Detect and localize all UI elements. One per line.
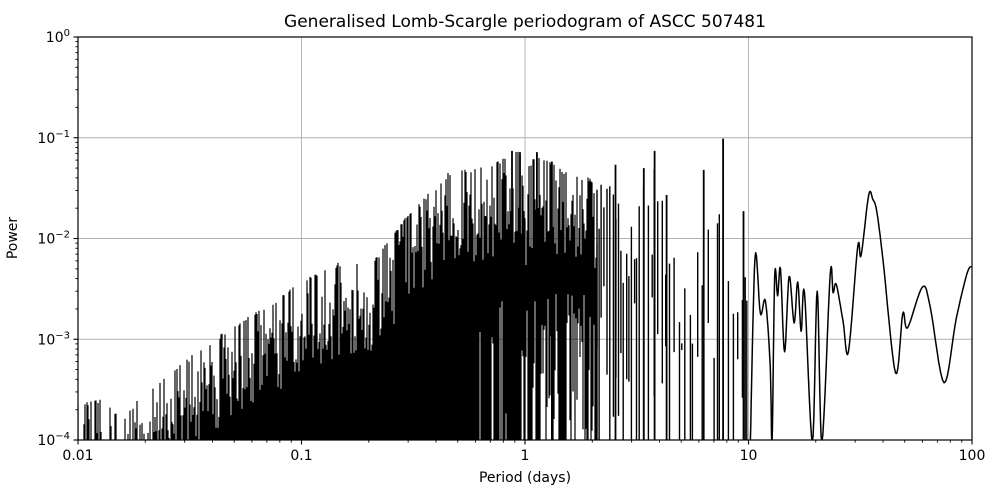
x-axis-label: Period (days) — [479, 470, 571, 486]
periodogram-series-group — [78, 138, 972, 440]
x-tick-label: 0.01 — [62, 448, 93, 464]
axis-tick-labels: 0.01 0.1 1 10 100 100 10−1 10−2 10−3 10−4 — [37, 28, 985, 464]
periodogram-major-peaks — [511, 138, 745, 440]
plot-title: Generalised Lomb-Scargle periodogram of … — [284, 12, 766, 32]
y-axis-label: Power — [5, 217, 21, 260]
y-tick-label: 100 — [46, 28, 70, 46]
y-tick-label: 10−2 — [37, 230, 70, 248]
periodogram-resolved-series — [596, 169, 748, 440]
axis-ticks — [73, 36, 973, 445]
y-tick-label: 10−1 — [37, 129, 70, 147]
x-tick-label: 10 — [740, 448, 758, 464]
x-tick-label: 1 — [521, 448, 530, 464]
periodogram-smooth-tail-series — [749, 190, 972, 440]
x-tick-label: 0.1 — [290, 448, 312, 464]
periodogram-dense-series — [78, 151, 598, 440]
y-tick-label: 10−3 — [37, 330, 70, 348]
x-tick-label: 100 — [959, 448, 986, 464]
y-tick-label: 10−4 — [37, 431, 70, 449]
